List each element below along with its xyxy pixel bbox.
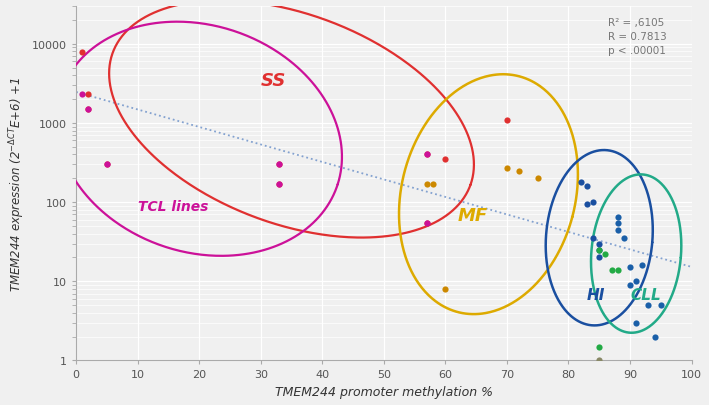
- Y-axis label: TMEM244 expression (2$^{-\Delta CT}$E+6) +1: TMEM244 expression (2$^{-\Delta CT}$E+6)…: [7, 77, 26, 291]
- Point: [421, 220, 432, 226]
- Point: [593, 247, 605, 254]
- Point: [421, 152, 432, 158]
- Point: [625, 264, 636, 271]
- Point: [593, 357, 605, 364]
- X-axis label: TMEM244 promoter methylation %: TMEM244 promoter methylation %: [275, 385, 493, 398]
- Point: [630, 278, 642, 285]
- Point: [612, 267, 623, 273]
- Point: [655, 302, 666, 309]
- Point: [625, 282, 636, 288]
- Point: [501, 165, 513, 172]
- Point: [593, 241, 605, 247]
- Point: [588, 199, 599, 206]
- Point: [593, 255, 605, 261]
- Text: MF: MF: [458, 206, 488, 224]
- Point: [274, 181, 285, 188]
- Point: [581, 183, 593, 190]
- Point: [101, 162, 113, 168]
- Point: [581, 201, 593, 208]
- Point: [440, 286, 451, 292]
- Point: [643, 302, 654, 309]
- Point: [612, 214, 623, 221]
- Point: [501, 117, 513, 124]
- Point: [532, 176, 543, 182]
- Point: [83, 92, 94, 98]
- Text: R² = ,6105
R = 0.7813
p < .00001: R² = ,6105 R = 0.7813 p < .00001: [608, 17, 667, 55]
- Point: [83, 107, 94, 113]
- Point: [83, 107, 94, 113]
- Point: [575, 179, 586, 185]
- Point: [593, 247, 605, 254]
- Point: [630, 320, 642, 326]
- Point: [600, 251, 611, 258]
- Text: TCL lines: TCL lines: [138, 199, 208, 213]
- Point: [77, 50, 88, 56]
- Point: [274, 181, 285, 188]
- Point: [421, 152, 432, 158]
- Point: [649, 334, 660, 340]
- Text: CLL: CLL: [630, 287, 661, 302]
- Point: [612, 227, 623, 233]
- Point: [421, 181, 432, 188]
- Point: [274, 162, 285, 168]
- Point: [101, 162, 113, 168]
- Text: SS: SS: [261, 72, 286, 90]
- Point: [588, 235, 599, 242]
- Point: [274, 162, 285, 168]
- Point: [421, 220, 432, 226]
- Point: [440, 156, 451, 163]
- Text: HI: HI: [587, 287, 605, 302]
- Point: [77, 92, 88, 98]
- Point: [637, 262, 648, 269]
- Point: [612, 220, 623, 226]
- Point: [428, 181, 439, 188]
- Point: [513, 168, 525, 175]
- Point: [618, 235, 630, 242]
- Point: [606, 267, 618, 273]
- Point: [593, 343, 605, 350]
